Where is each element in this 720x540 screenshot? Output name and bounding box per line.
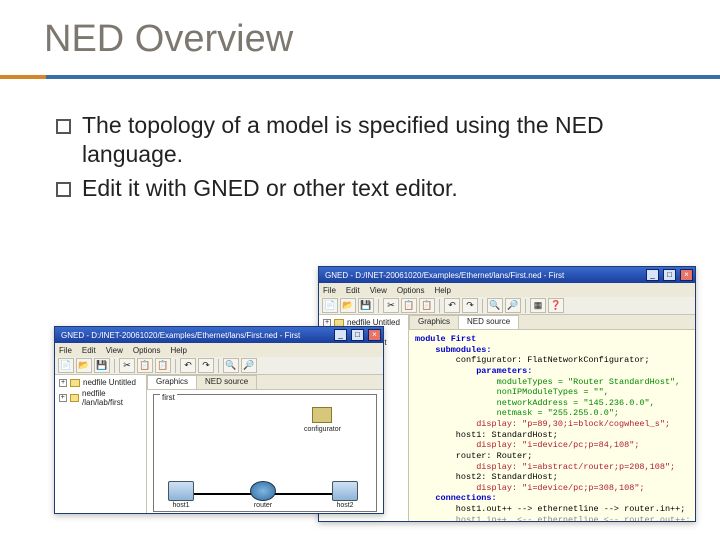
gned-window-graphics: GNED - D:/INET-20061020/Examples/Etherne…	[54, 326, 384, 514]
menu-item[interactable]: Help	[170, 346, 186, 355]
menu-item[interactable]: View	[106, 346, 123, 355]
module-box: first configurator host1	[153, 394, 377, 512]
bullet-list: The topology of a model is specified usi…	[56, 111, 672, 203]
close-button[interactable]: ×	[368, 329, 381, 341]
menubar: File Edit View Options Help	[55, 343, 383, 357]
underline-accent-orange	[0, 75, 46, 79]
screenshots-area: GNED - D:/INET-20061020/Examples/Etherne…	[54, 266, 700, 526]
toolbar-cut-icon[interactable]: ✂	[383, 298, 399, 313]
toolbar-copy-icon[interactable]: 📋	[137, 358, 153, 373]
node-label: router	[250, 502, 276, 509]
toolbar-redo-icon[interactable]: ↷	[198, 358, 214, 373]
tree-panel: + nedfile Untitled + nedfile /lan/lab/fi…	[55, 375, 147, 513]
toolbar-help-icon[interactable]: ❓	[548, 298, 564, 313]
toolbar-new-icon[interactable]: 📄	[322, 298, 338, 313]
window-body: + nedfile Untitled + nedfile /lan/lab/fi…	[55, 375, 383, 513]
node-host2[interactable]: host2	[332, 481, 358, 509]
menu-item[interactable]: Options	[133, 346, 161, 355]
tree-expand-icon[interactable]: +	[59, 394, 67, 402]
toolbar-separator	[482, 299, 483, 313]
toolbar-paste-icon[interactable]: 📋	[419, 298, 435, 313]
node-host1[interactable]: host1	[168, 481, 194, 509]
content-panel: Graphics NED source first configurator	[147, 375, 383, 513]
toolbar-paste-icon[interactable]: 📋	[155, 358, 171, 373]
underline-accent-blue	[46, 75, 720, 79]
menu-item[interactable]: Edit	[82, 346, 96, 355]
toolbar-new-icon[interactable]: 📄	[58, 358, 74, 373]
tree-label: nedfile Untitled	[83, 378, 136, 387]
menu-item[interactable]: Options	[397, 286, 425, 295]
titlebar: GNED - D:/INET-20061020/Examples/Etherne…	[55, 327, 383, 343]
toolbar-separator	[439, 299, 440, 313]
toolbar-separator	[114, 359, 115, 373]
toolbar-separator	[378, 299, 379, 313]
maximize-button[interactable]: □	[351, 329, 364, 341]
toolbar-open-icon[interactable]: 📂	[340, 298, 356, 313]
minimize-button[interactable]: _	[646, 269, 659, 281]
toolbar-save-icon[interactable]: 💾	[358, 298, 374, 313]
menu-item[interactable]: Edit	[346, 286, 360, 295]
window-title: GNED - D:/INET-20061020/Examples/Etherne…	[61, 331, 330, 340]
folder-icon	[70, 394, 79, 402]
toolbar-zoomout-icon[interactable]: 🔎	[241, 358, 257, 373]
tab-ned-source[interactable]: NED source	[458, 315, 519, 329]
bullet-item: The topology of a model is specified usi…	[56, 111, 672, 170]
cogwheel-icon	[309, 405, 335, 425]
node-configurator[interactable]: configurator	[304, 405, 341, 433]
toolbar-zoomout-icon[interactable]: 🔎	[505, 298, 521, 313]
node-label: host1	[168, 502, 194, 509]
maximize-button[interactable]: □	[663, 269, 676, 281]
module-box-label: first	[160, 393, 177, 402]
tree-expand-icon[interactable]: +	[59, 379, 67, 387]
window-title: GNED - D:/INET-20061020/Examples/Etherne…	[325, 271, 642, 280]
menubar: File Edit View Options Help	[319, 283, 695, 297]
toolbar: 📄 📂 💾 ✂ 📋 📋 ↶ ↷ 🔍 🔎 ▦ ❓	[319, 297, 695, 315]
tree-label: nedfile /lan/lab/first	[82, 389, 144, 407]
pc-icon	[168, 481, 194, 501]
node-label: configurator	[304, 426, 341, 433]
menu-item[interactable]: File	[323, 286, 336, 295]
tab-graphics[interactable]: Graphics	[409, 315, 459, 329]
connection-wire	[274, 493, 336, 495]
toolbar-open-icon[interactable]: 📂	[76, 358, 92, 373]
toolbar-undo-icon[interactable]: ↶	[180, 358, 196, 373]
ned-source-editor[interactable]: module First submodules: configurator: F…	[409, 330, 695, 521]
titlebar: GNED - D:/INET-20061020/Examples/Etherne…	[319, 267, 695, 283]
toolbar-zoomin-icon[interactable]: 🔍	[223, 358, 239, 373]
slide-title: NED Overview	[0, 0, 720, 61]
tree-item[interactable]: + nedfile Untitled	[57, 377, 144, 388]
toolbar-separator	[175, 359, 176, 373]
minimize-button[interactable]: _	[334, 329, 347, 341]
toolbar-grid-icon[interactable]: ▦	[530, 298, 546, 313]
toolbar-cut-icon[interactable]: ✂	[119, 358, 135, 373]
tab-ned-source[interactable]: NED source	[196, 375, 257, 389]
menu-item[interactable]: Help	[434, 286, 450, 295]
close-button[interactable]: ×	[680, 269, 693, 281]
toolbar-separator	[525, 299, 526, 313]
toolbar: 📄 📂 💾 ✂ 📋 📋 ↶ ↷ 🔍 🔎	[55, 357, 383, 375]
router-icon	[250, 481, 276, 501]
bullet-item: Edit it with GNED or other text editor.	[56, 174, 672, 203]
folder-icon	[70, 379, 80, 387]
node-router[interactable]: router	[250, 481, 276, 509]
pc-icon	[332, 481, 358, 501]
node-label: host2	[332, 502, 358, 509]
tree-item[interactable]: + nedfile /lan/lab/first	[57, 388, 144, 408]
topology-canvas[interactable]: first configurator host1	[147, 390, 383, 513]
title-underline	[0, 75, 720, 79]
toolbar-save-icon[interactable]: 💾	[94, 358, 110, 373]
toolbar-redo-icon[interactable]: ↷	[462, 298, 478, 313]
tab-strip: Graphics NED source	[409, 315, 695, 330]
content-panel: Graphics NED source module First submodu…	[409, 315, 695, 521]
tab-graphics[interactable]: Graphics	[147, 375, 197, 389]
tab-strip: Graphics NED source	[147, 375, 383, 390]
toolbar-copy-icon[interactable]: 📋	[401, 298, 417, 313]
toolbar-zoomin-icon[interactable]: 🔍	[487, 298, 503, 313]
connection-wire	[194, 493, 256, 495]
menu-item[interactable]: File	[59, 346, 72, 355]
toolbar-undo-icon[interactable]: ↶	[444, 298, 460, 313]
menu-item[interactable]: View	[370, 286, 387, 295]
toolbar-separator	[218, 359, 219, 373]
